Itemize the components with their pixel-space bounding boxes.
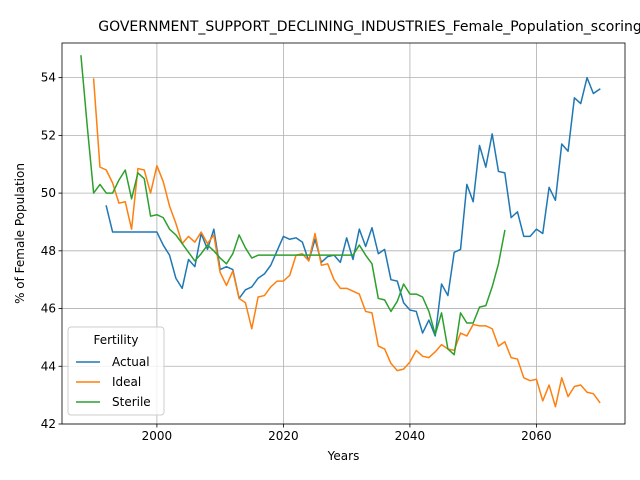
series-line-ideal: [92, 78, 601, 408]
tick-layer: 2000 2020 2040 2060 42 44 46 48 50 52 54: [41, 71, 552, 443]
plot-frame: [61, 42, 626, 425]
y-tick-label: 50: [41, 186, 56, 200]
series-layer: [80, 55, 601, 408]
y-tick-label: 52: [41, 128, 56, 142]
y-tick-label: 54: [41, 71, 56, 85]
legend: Fertility Actual Ideal Sterile: [67, 326, 165, 416]
legend-box: [67, 326, 165, 416]
x-tick-label: 2040: [395, 429, 426, 443]
chart-title: GOVERNMENT_SUPPORT_DECLINING_INDUSTRIES_…: [98, 19, 640, 35]
x-tick-label: 2060: [521, 429, 552, 443]
series-line-sterile: [80, 55, 506, 356]
legend-label-actual: Actual: [112, 355, 150, 369]
x-tick-label: 2020: [268, 429, 299, 443]
y-tick-label: 44: [41, 359, 56, 373]
legend-label-ideal: Ideal: [112, 375, 141, 389]
legend-items: Actual Ideal Sterile: [76, 355, 151, 409]
legend-label-sterile: Sterile: [112, 395, 151, 409]
x-axis-label: Years: [327, 449, 360, 463]
y-tick-label: 42: [41, 417, 56, 431]
series-line-actual: [105, 76, 601, 337]
y-tick-label: 48: [41, 244, 56, 258]
legend-title: Fertility: [93, 333, 138, 347]
x-tick-label: 2000: [142, 429, 173, 443]
y-axis-label: % of Female Population: [13, 163, 27, 304]
y-tick-label: 46: [41, 302, 56, 316]
